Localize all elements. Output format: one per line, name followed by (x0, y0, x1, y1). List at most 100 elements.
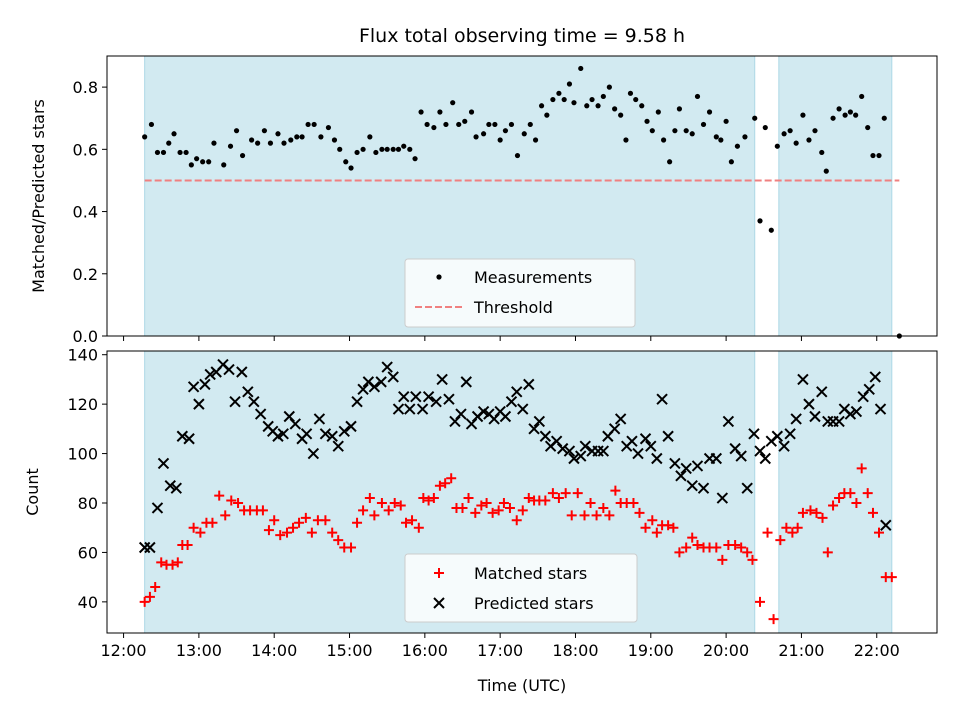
predicted-stars-point (387, 371, 399, 383)
predicted-stars-point (614, 413, 627, 425)
predicted-stars-point (626, 435, 638, 447)
predicted-stars-point (568, 452, 580, 465)
predicted-stars-point (410, 391, 422, 403)
predicted-stars-point (187, 381, 200, 393)
predicted-stars-point (223, 363, 235, 376)
predicted-stars-point (422, 391, 435, 403)
matched-stars-point (428, 493, 439, 504)
matched-stars-point (668, 522, 679, 533)
predicted-stars-point (248, 395, 260, 408)
matched-stars-point (834, 493, 845, 504)
predicted-stars-point (430, 395, 442, 408)
measurement-point (550, 96, 556, 103)
measurement-point (514, 152, 521, 159)
measurement-point (281, 140, 287, 146)
predicted-stars-point (697, 482, 710, 494)
matched-stars-point (300, 512, 311, 523)
measurement-point (412, 156, 418, 162)
matched-stars-point (640, 522, 651, 533)
predicted-stars-point (778, 440, 790, 452)
matched-stars-point (681, 542, 692, 553)
matched-stars-point (275, 530, 286, 541)
matched-stars-point (282, 527, 293, 538)
matched-stars-point (566, 510, 577, 521)
y-tick-label: 60 (78, 543, 98, 562)
predicted-stars-point (645, 440, 657, 452)
matched-stars-point (692, 540, 703, 551)
matched-stars-point (413, 522, 424, 533)
predicted-stars-point (716, 492, 729, 504)
measurement-point (249, 137, 255, 143)
y-tick-label: 120 (67, 395, 98, 414)
predicted-stars-point (556, 442, 569, 455)
matched-stars-point (628, 497, 639, 508)
matched-stars-point (333, 535, 344, 546)
matched-stars-point (182, 540, 193, 551)
predicted-stars-point (844, 408, 857, 420)
predicted-stars-point (656, 393, 668, 405)
predicted-stars-point (338, 425, 350, 438)
predicted-stars-point (164, 479, 176, 492)
matched-stars-point (711, 542, 722, 553)
matched-stars-point (674, 547, 685, 558)
predicted-stars-point (326, 430, 338, 442)
measurement-point (360, 146, 366, 152)
x-tick-label: 16:00 (402, 641, 448, 660)
predicted-stars-point (608, 423, 621, 435)
measurement-point (734, 143, 741, 149)
measurement-point (299, 134, 305, 140)
measurements-legend-label: Measurements (474, 268, 592, 287)
matched-stars-point (401, 517, 412, 528)
measurement-point (424, 121, 430, 128)
matched-stars-point (747, 554, 758, 565)
predicted-stars-point (157, 457, 170, 470)
matched-stars-point (523, 493, 534, 504)
predicted-stars-point (345, 420, 357, 433)
measurement-point (718, 137, 724, 143)
measurement-point (194, 156, 200, 162)
matched-stars-point (598, 502, 609, 513)
predicted-stars-point (528, 423, 540, 435)
matched-stars-point (188, 522, 199, 533)
matched-stars-point (742, 547, 753, 558)
measurement-point (373, 149, 379, 156)
matched-stars-point (647, 515, 658, 526)
measurement-point (395, 146, 402, 152)
measurement-point (261, 128, 268, 134)
matched-legend-marker (434, 568, 444, 578)
matched-stars-point (214, 490, 225, 501)
y-tick-label: 0.0 (73, 327, 98, 346)
x-tick-label: 18:00 (552, 641, 598, 660)
x-tick-label: 19:00 (628, 641, 674, 660)
bottom-y-axis-label: Count (23, 468, 42, 516)
measurement-point (221, 162, 227, 168)
top-legend-box (404, 258, 636, 328)
predicted-stars-point (748, 428, 760, 440)
matched-stars-point (591, 510, 602, 521)
measurement-point (171, 131, 177, 137)
predicted-stars-point (632, 447, 644, 460)
predicted-stars-points (138, 358, 892, 554)
matched-stars-point (376, 497, 387, 508)
matched-stars-point (585, 497, 596, 508)
measurement-point (819, 149, 825, 156)
predicted-stars-point (759, 452, 771, 465)
measurement-point (443, 121, 449, 128)
predicted-stars-point (254, 408, 267, 420)
predicted-stars-point (722, 415, 735, 428)
predicted-stars-point (874, 403, 887, 415)
measurement-point (407, 146, 413, 152)
measurement-point (521, 131, 527, 137)
measurement-point (532, 137, 539, 143)
matched-stars-point (457, 502, 468, 513)
measurement-point (508, 121, 515, 128)
measurement-point (757, 218, 763, 224)
measurement-point (870, 152, 876, 159)
measurement-point (812, 128, 818, 134)
y-tick-label: 0.2 (73, 265, 98, 284)
measurement-point (876, 152, 882, 159)
measurement-point (486, 121, 492, 128)
measurement-point (288, 137, 294, 143)
predicted-stars-point (381, 361, 393, 373)
x-tick-label: 20:00 (703, 641, 749, 660)
